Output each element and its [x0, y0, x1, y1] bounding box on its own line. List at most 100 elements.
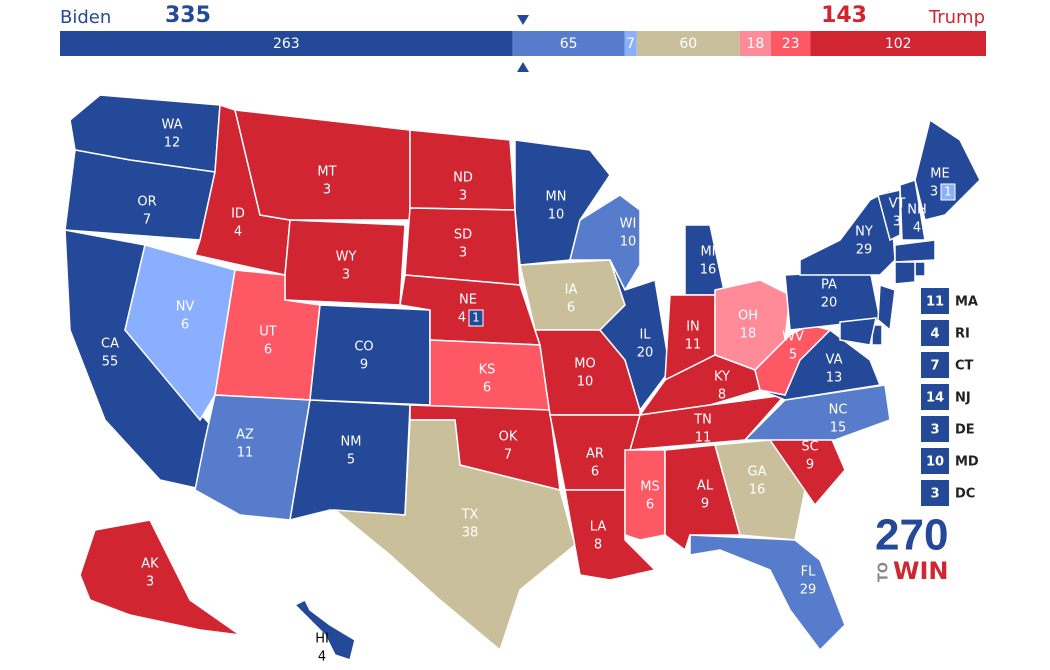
state-abbr: FL: [801, 565, 816, 580]
state-ev: 10: [926, 455, 944, 470]
state st: [743, 384, 891, 441]
state-ev: 4: [458, 311, 466, 326]
state-ev: 3: [342, 268, 350, 283]
state-ev: 10: [548, 208, 565, 223]
state-abbr: AL: [697, 479, 714, 494]
bar-segment: [770, 31, 811, 56]
state-ev: 38: [462, 526, 479, 541]
state st: [689, 534, 846, 652]
state-ev: 11: [926, 295, 944, 310]
state-abbr: UT: [259, 325, 277, 340]
state st: [284, 219, 406, 306]
state-ev: 10: [620, 235, 637, 250]
logo-small: TO: [877, 562, 892, 582]
state-abbr: LA: [590, 520, 607, 535]
state st: [894, 239, 936, 263]
state-ev: 3: [323, 183, 331, 198]
state-ev: 3: [459, 189, 467, 204]
state-abbr: IN: [686, 320, 700, 335]
state-abbr: TX: [461, 508, 479, 523]
state-ev: 11: [695, 431, 712, 446]
state-ev: 16: [700, 263, 717, 278]
state-ev: 13: [826, 371, 843, 386]
state-ev: 14: [926, 391, 944, 406]
state-ev: 6: [567, 301, 575, 316]
state-abbr: IL: [639, 328, 651, 343]
state-ev: 20: [637, 346, 654, 361]
state st: [234, 109, 411, 221]
state st: [914, 118, 981, 221]
state-abbr: AK: [141, 557, 159, 572]
state-abbr: OH: [738, 309, 758, 324]
state-abbr: OR: [137, 195, 156, 210]
state-abbr: SC: [801, 440, 818, 455]
state-ev: 12: [164, 136, 181, 151]
state-abbr: NJ: [955, 391, 971, 406]
state-abbr: MA: [955, 295, 978, 310]
state-ev: 20: [821, 296, 838, 311]
state-abbr: DE: [955, 423, 975, 438]
bar-label: 23: [782, 36, 800, 52]
state-ev: 3: [459, 246, 467, 261]
bar-segment: [739, 31, 771, 56]
majority-marker: [517, 62, 529, 72]
state-abbr: NM: [341, 435, 362, 450]
state-abbr: GA: [748, 465, 767, 480]
callout-box: [921, 480, 949, 506]
state st: [79, 519, 241, 636]
bar-label: 7: [626, 36, 635, 52]
state-abbr: ME: [930, 167, 949, 182]
state st: [332, 419, 576, 652]
state-abbr: MN: [546, 190, 567, 205]
bar-label: 263: [273, 36, 300, 52]
bar-segment: [624, 31, 637, 56]
district-ev: 1: [944, 185, 952, 199]
state st: [429, 339, 551, 416]
state-abbr: KY: [714, 370, 730, 385]
state-ev: 11: [237, 446, 254, 461]
bar-label: 65: [560, 36, 578, 52]
state st: [714, 439, 806, 541]
state st: [309, 304, 431, 406]
majority-marker: [517, 15, 529, 25]
right-name: Trump: [928, 7, 985, 28]
state-ev: 18: [740, 327, 757, 342]
state-abbr: KS: [479, 363, 496, 378]
state-ev: 7: [930, 359, 939, 374]
state-ev: 4: [234, 225, 242, 240]
state-abbr: DC: [955, 487, 975, 502]
state-ev: 16: [749, 483, 766, 498]
bar-segment: [512, 31, 625, 56]
state-abbr: WA: [161, 118, 182, 133]
state-abbr: NY: [855, 225, 873, 240]
state-abbr: MS: [640, 480, 659, 495]
left-name: Biden: [60, 7, 111, 28]
state-abbr: NH: [907, 203, 927, 218]
state st: [569, 194, 641, 292]
state-ev: 15: [830, 421, 847, 436]
state st: [877, 283, 896, 332]
state st: [894, 261, 916, 285]
state st: [598, 259, 671, 412]
district-box: [468, 309, 484, 327]
state st: [899, 179, 926, 241]
left-total: 335: [165, 3, 211, 28]
state-abbr: IA: [565, 283, 578, 298]
state-abbr: HI: [315, 632, 329, 647]
right-total: 143: [821, 3, 867, 28]
state-ev: 4: [930, 327, 939, 342]
state-ev: 6: [264, 343, 272, 358]
state-abbr: VT: [889, 197, 906, 212]
state-abbr: ND: [453, 171, 473, 186]
state-ev: 6: [483, 381, 491, 396]
callout-box: [921, 320, 949, 346]
state-ev: 9: [806, 458, 814, 473]
callout-box: [921, 288, 949, 314]
state st: [914, 261, 926, 277]
state-ev: 4: [318, 650, 326, 665]
state-abbr: PA: [821, 278, 837, 293]
state-abbr: VA: [826, 353, 843, 368]
district-box: [940, 183, 956, 201]
state-ev: 29: [856, 243, 873, 258]
state-abbr: AZ: [236, 428, 254, 443]
